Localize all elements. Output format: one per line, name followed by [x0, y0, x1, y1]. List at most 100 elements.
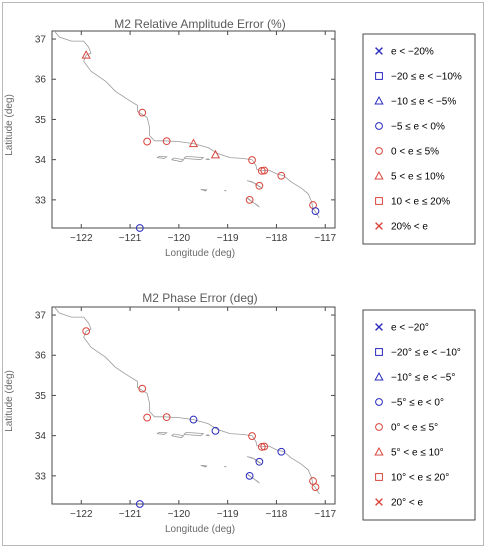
- x-tick-label: −117: [314, 509, 336, 520]
- legend-marker: [375, 323, 383, 331]
- legend-label: 20% < e: [391, 222, 428, 233]
- legend-marker: [375, 47, 383, 55]
- y-tick-label: 35: [35, 391, 47, 402]
- data-point: [210, 149, 221, 159]
- data-point: [143, 413, 152, 422]
- y-axis-label: Latitude (deg): [4, 94, 15, 156]
- x-tick-label: −117: [314, 233, 336, 244]
- island-outline: [156, 431, 168, 435]
- legend-marker: [374, 371, 384, 381]
- x-tick-label: −118: [266, 509, 288, 520]
- legend-marker: [375, 423, 383, 431]
- legend-box: [362, 309, 476, 521]
- legend-label: 20° < e: [391, 498, 424, 509]
- map-layer: [54, 31, 320, 219]
- legend-marker: [374, 446, 384, 456]
- legend-marker: [375, 72, 383, 80]
- legend-label: 0° < e ≤ 5°: [391, 423, 438, 434]
- data-point: [162, 137, 171, 146]
- data-point: [138, 108, 147, 117]
- legend-marker: [374, 170, 384, 180]
- legend: e < −20% −20 ≤ e < −10% −10 ≤ e < −5% −5 ≤ …: [362, 33, 476, 245]
- data-points: [82, 327, 320, 508]
- amplitude-error-panel: M2 Relative Amplitude Error (%) Longitud…: [4, 17, 476, 259]
- y-tick-label: 34: [35, 155, 47, 166]
- island-outline: [246, 473, 260, 484]
- plot-area: [51, 306, 336, 505]
- plot-area: [51, 30, 336, 229]
- data-point: [143, 137, 152, 146]
- coastline: [54, 307, 320, 495]
- legend-marker: [375, 473, 383, 481]
- x-tick-label: −118: [266, 233, 288, 244]
- legend-label: e < −20%: [391, 47, 434, 58]
- data-point: [248, 156, 256, 164]
- y-tick-label: 33: [35, 195, 47, 206]
- data-point: [277, 447, 286, 456]
- island-outline: [223, 465, 227, 468]
- island-outline: [171, 157, 185, 163]
- y-tick-label: 36: [35, 351, 47, 362]
- data-point: [311, 207, 320, 216]
- data-point: [245, 471, 254, 480]
- data-point: [135, 500, 144, 508]
- legend-box: [362, 33, 476, 245]
- data-point: [248, 432, 256, 440]
- x-tick-label: −121: [119, 509, 142, 520]
- chart-title: M2 Relative Amplitude Error (%): [114, 17, 285, 31]
- island-outline: [183, 431, 205, 437]
- data-point: [138, 384, 147, 393]
- data-point: [311, 483, 320, 492]
- legend-marker: [375, 122, 383, 130]
- island-outline: [200, 465, 208, 468]
- island-outline: [171, 433, 185, 439]
- x-axis-label: Longitude (deg): [165, 248, 235, 259]
- phase-error-panel: M2 Phase Error (deg) Longitude (deg) Lat…: [4, 291, 476, 535]
- island-outline: [205, 434, 210, 437]
- data-point: [277, 171, 286, 180]
- legend-label: 10 < e ≤ 20%: [391, 197, 450, 208]
- y-axis-label: Latitude (deg): [4, 370, 15, 432]
- x-tick-label: −119: [217, 509, 239, 520]
- data-point: [189, 415, 198, 424]
- legend-marker: [375, 498, 383, 506]
- legend-label: 5 < e ≤ 10%: [391, 172, 445, 183]
- legend-marker: [375, 398, 383, 406]
- legend-marker: [375, 197, 383, 205]
- data-point: [260, 442, 269, 451]
- legend-label: −20 ≤ e < −10%: [391, 72, 462, 83]
- island-outline: [246, 197, 260, 208]
- island-outline: [156, 155, 168, 159]
- island-outline: [247, 180, 263, 189]
- data-point: [188, 138, 199, 148]
- x-tick-label: −122: [70, 509, 93, 520]
- legend-label: 5° < e ≤ 10°: [391, 448, 444, 459]
- data-points: [81, 50, 320, 232]
- figure-border: [2, 2, 484, 546]
- x-tick-label: −120: [168, 509, 191, 520]
- legend-marker: [375, 147, 383, 155]
- x-axis-label: Longitude (deg): [165, 524, 235, 535]
- x-tick-label: −120: [168, 233, 191, 244]
- island-outline: [183, 155, 205, 161]
- y-tick-label: 35: [35, 115, 47, 126]
- data-point: [245, 195, 254, 204]
- island-outline: [223, 189, 227, 192]
- legend: e < −20° −20° ≤ e < −10° −10° ≤ e < −5° −5°…: [362, 309, 476, 521]
- chart-title: M2 Phase Error (deg): [142, 291, 257, 305]
- legend-label: 10° < e ≤ 20°: [391, 473, 449, 484]
- legend-marker: [375, 222, 383, 230]
- y-tick-label: 33: [35, 471, 47, 482]
- legend-label: −5° ≤ e < 0°: [391, 398, 444, 409]
- data-point: [255, 457, 264, 466]
- y-tick-label: 37: [35, 311, 47, 322]
- coastline: [54, 31, 320, 219]
- data-point: [162, 413, 171, 422]
- legend-marker: [374, 95, 384, 105]
- x-tick-label: −122: [70, 233, 93, 244]
- island-outline: [205, 158, 210, 161]
- legend-label: −5 ≤ e < 0%: [391, 122, 445, 133]
- data-point: [135, 224, 144, 232]
